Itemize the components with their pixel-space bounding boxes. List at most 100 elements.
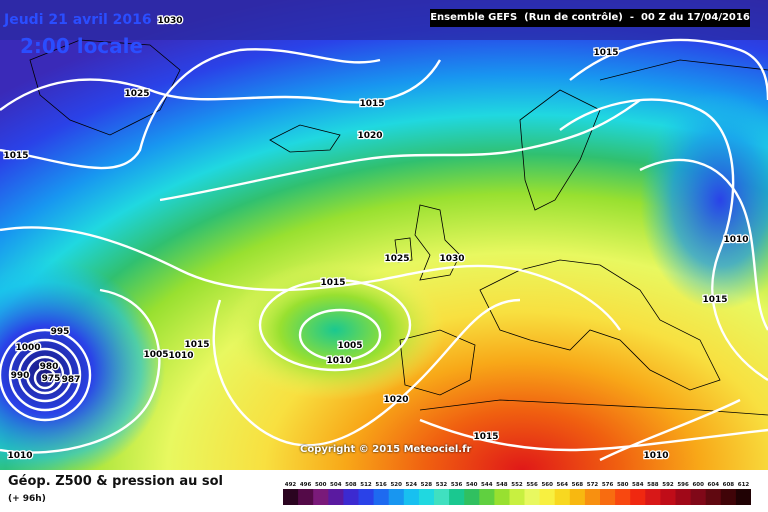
legend-swatch bbox=[313, 489, 329, 505]
legend-swatch bbox=[343, 489, 359, 505]
legend-swatch bbox=[283, 489, 299, 505]
legend-swatch bbox=[690, 489, 707, 505]
legend-value: 588 bbox=[647, 482, 659, 488]
isobar-label: 1010 bbox=[723, 235, 748, 245]
legend-swatch bbox=[735, 489, 751, 505]
legend-value: 564 bbox=[557, 482, 569, 488]
isobar-label: 1010 bbox=[643, 451, 668, 461]
forecast-time: 2:00 locale bbox=[20, 34, 144, 58]
legend-swatch bbox=[539, 489, 556, 505]
isobar-label: 1015 bbox=[359, 99, 384, 109]
legend-value: 552 bbox=[511, 482, 523, 488]
atlantic-low-shading bbox=[0, 260, 165, 470]
legend-value: 568 bbox=[572, 482, 584, 488]
legend-value: 608 bbox=[723, 482, 735, 488]
legend-value: 500 bbox=[315, 482, 327, 488]
isobar-label: 1015 bbox=[473, 432, 498, 442]
isobar-label: 1005 bbox=[143, 350, 168, 360]
isobar-label: 987 bbox=[62, 375, 81, 385]
legend-value: 520 bbox=[390, 482, 402, 488]
legend-value: 524 bbox=[406, 482, 418, 488]
legend-swatch bbox=[298, 489, 314, 505]
legend-swatch bbox=[388, 489, 405, 505]
legend-swatch bbox=[584, 489, 601, 505]
legend-swatch bbox=[675, 489, 692, 505]
copyright-notice: Copyright © 2015 Meteociel.fr bbox=[300, 444, 472, 455]
isobar-label: 1025 bbox=[124, 89, 149, 99]
legend-value: 544 bbox=[481, 482, 493, 488]
isobar-label: 1010 bbox=[7, 451, 32, 461]
legend-value: 560 bbox=[541, 482, 553, 488]
legend-swatch bbox=[373, 489, 390, 505]
isobars bbox=[0, 38, 768, 462]
legend-value: 532 bbox=[436, 482, 448, 488]
legend-swatch bbox=[449, 489, 465, 505]
isobar-label: 1020 bbox=[383, 395, 408, 405]
legend-value: 492 bbox=[285, 482, 297, 488]
legend-swatch bbox=[434, 489, 450, 505]
isobar-label: 990 bbox=[11, 371, 30, 381]
isobar-label: 1000 bbox=[15, 343, 40, 353]
chart-caption: Géop. Z500 & pression au sol bbox=[8, 474, 223, 489]
legend-value: 528 bbox=[421, 482, 433, 488]
legend-value: 516 bbox=[375, 482, 387, 488]
legend-swatch bbox=[660, 489, 676, 505]
legend-value: 556 bbox=[526, 482, 538, 488]
legend-swatch bbox=[615, 489, 631, 505]
legend-value: 580 bbox=[617, 482, 629, 488]
coastlines bbox=[29, 39, 768, 416]
legend-value: 612 bbox=[738, 482, 750, 488]
legend-swatch bbox=[645, 489, 661, 505]
color-legend: 492 496 500 504 508 512 516 520 524 528 532 536 540 5… bbox=[283, 482, 751, 505]
legend-swatch bbox=[403, 489, 420, 505]
model-run-banner: Ensemble GEFS (Run de contrôle) - 00 Z d… bbox=[430, 9, 750, 27]
legend-swatch bbox=[479, 489, 495, 505]
isobar-label: 1010 bbox=[168, 351, 193, 361]
legend-value: 540 bbox=[466, 482, 478, 488]
legend-value: 584 bbox=[632, 482, 644, 488]
forecast-range: (+ 96h) bbox=[8, 494, 46, 504]
legend-swatch bbox=[358, 489, 375, 505]
legend-swatch bbox=[569, 489, 586, 505]
legend-value: 596 bbox=[677, 482, 689, 488]
legend-swatch bbox=[494, 489, 510, 505]
legend-value: 604 bbox=[708, 482, 720, 488]
legend-value: 508 bbox=[345, 482, 357, 488]
legend-swatch bbox=[554, 489, 571, 505]
legend-swatch bbox=[418, 489, 435, 505]
forecast-date: Jeudi 21 avril 2016 bbox=[4, 12, 152, 28]
legend-value: 600 bbox=[692, 482, 704, 488]
legend-value: 504 bbox=[330, 482, 342, 488]
legend-swatch bbox=[509, 489, 526, 505]
isobar-label: 1015 bbox=[184, 340, 209, 350]
legend-value: 536 bbox=[451, 482, 463, 488]
isobar-label: 1015 bbox=[320, 278, 345, 288]
isobar-label: 1010 bbox=[326, 356, 351, 366]
legend-swatch bbox=[720, 489, 737, 505]
isobar-label: 1025 bbox=[384, 254, 409, 264]
legend-value: 512 bbox=[360, 482, 372, 488]
isobar-label: 1020 bbox=[357, 131, 382, 141]
legend-swatch bbox=[464, 489, 480, 505]
isobar-label: 1015 bbox=[702, 295, 727, 305]
isobar-label: 1005 bbox=[337, 341, 362, 351]
east-trough-shading bbox=[640, 90, 768, 310]
legend-value: 572 bbox=[587, 482, 599, 488]
isobar-label: 1030 bbox=[157, 16, 182, 26]
legend-value: 592 bbox=[662, 482, 674, 488]
isobar-label: 1015 bbox=[593, 48, 618, 58]
legend-value: 548 bbox=[496, 482, 508, 488]
legend-swatch bbox=[705, 489, 722, 505]
legend-swatch bbox=[630, 489, 646, 505]
isobar-label: 1015 bbox=[3, 151, 28, 161]
legend-value: 496 bbox=[300, 482, 312, 488]
legend-value: 576 bbox=[602, 482, 614, 488]
isobar-label: 995 bbox=[51, 327, 70, 337]
isobar-label: 975 bbox=[42, 374, 61, 384]
isobar-label: 1030 bbox=[439, 254, 464, 264]
isobar-label: 980 bbox=[40, 362, 59, 372]
legend-swatch bbox=[600, 489, 616, 505]
